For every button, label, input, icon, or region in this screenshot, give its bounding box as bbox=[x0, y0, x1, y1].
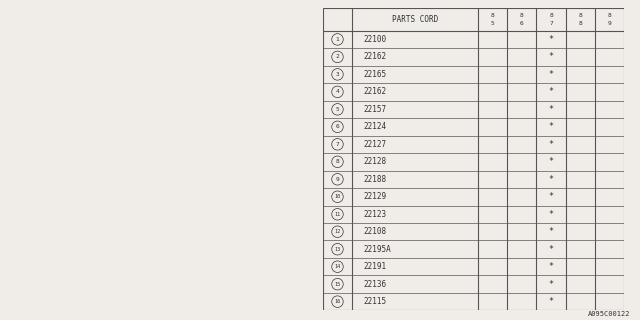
Text: 9: 9 bbox=[607, 21, 611, 26]
Text: *: * bbox=[548, 210, 554, 219]
Text: *: * bbox=[548, 262, 554, 271]
Text: 11: 11 bbox=[334, 212, 340, 217]
Text: 10: 10 bbox=[334, 194, 340, 199]
Text: 6: 6 bbox=[520, 21, 524, 26]
Text: 22108: 22108 bbox=[364, 227, 387, 236]
Text: *: * bbox=[548, 105, 554, 114]
Text: 8: 8 bbox=[579, 21, 582, 26]
Text: PARTS CORD: PARTS CORD bbox=[392, 15, 438, 24]
Text: *: * bbox=[548, 140, 554, 149]
Text: 22195A: 22195A bbox=[364, 245, 392, 254]
Text: 22128: 22128 bbox=[364, 157, 387, 166]
Text: *: * bbox=[548, 35, 554, 44]
Text: *: * bbox=[548, 227, 554, 236]
Text: 22157: 22157 bbox=[364, 105, 387, 114]
Text: 8: 8 bbox=[491, 13, 495, 19]
Text: 22136: 22136 bbox=[364, 280, 387, 289]
Text: *: * bbox=[548, 280, 554, 289]
Text: 8: 8 bbox=[579, 13, 582, 19]
Text: *: * bbox=[548, 192, 554, 201]
Text: 4: 4 bbox=[335, 89, 339, 94]
Text: *: * bbox=[548, 122, 554, 131]
Text: *: * bbox=[548, 175, 554, 184]
Text: 6: 6 bbox=[335, 124, 339, 129]
Text: 7: 7 bbox=[549, 21, 553, 26]
Text: 22129: 22129 bbox=[364, 192, 387, 201]
Text: *: * bbox=[548, 52, 554, 61]
Text: 12: 12 bbox=[334, 229, 340, 234]
Text: *: * bbox=[548, 87, 554, 96]
Text: 8: 8 bbox=[549, 13, 553, 19]
Text: 22127: 22127 bbox=[364, 140, 387, 149]
Text: *: * bbox=[548, 70, 554, 79]
Text: 15: 15 bbox=[334, 282, 340, 287]
Text: 8: 8 bbox=[335, 159, 339, 164]
Text: 22191: 22191 bbox=[364, 262, 387, 271]
Text: 22115: 22115 bbox=[364, 297, 387, 306]
Text: *: * bbox=[548, 157, 554, 166]
Text: 3: 3 bbox=[335, 72, 339, 77]
Text: 8: 8 bbox=[520, 13, 524, 19]
Text: 22165: 22165 bbox=[364, 70, 387, 79]
Text: 5: 5 bbox=[335, 107, 339, 112]
Text: 22100: 22100 bbox=[364, 35, 387, 44]
Text: 22188: 22188 bbox=[364, 175, 387, 184]
Text: 13: 13 bbox=[334, 247, 340, 252]
Text: 22162: 22162 bbox=[364, 87, 387, 96]
Text: 9: 9 bbox=[335, 177, 339, 182]
Text: 7: 7 bbox=[335, 142, 339, 147]
Text: *: * bbox=[548, 245, 554, 254]
Text: *: * bbox=[548, 297, 554, 306]
Text: 16: 16 bbox=[334, 299, 340, 304]
Text: A095C00122: A095C00122 bbox=[588, 311, 630, 317]
Text: 22162: 22162 bbox=[364, 52, 387, 61]
Text: 22124: 22124 bbox=[364, 122, 387, 131]
Text: 5: 5 bbox=[491, 21, 495, 26]
Text: 14: 14 bbox=[334, 264, 340, 269]
Text: 22123: 22123 bbox=[364, 210, 387, 219]
Text: 8: 8 bbox=[607, 13, 611, 19]
Text: 2: 2 bbox=[335, 54, 339, 60]
Text: 1: 1 bbox=[335, 37, 339, 42]
